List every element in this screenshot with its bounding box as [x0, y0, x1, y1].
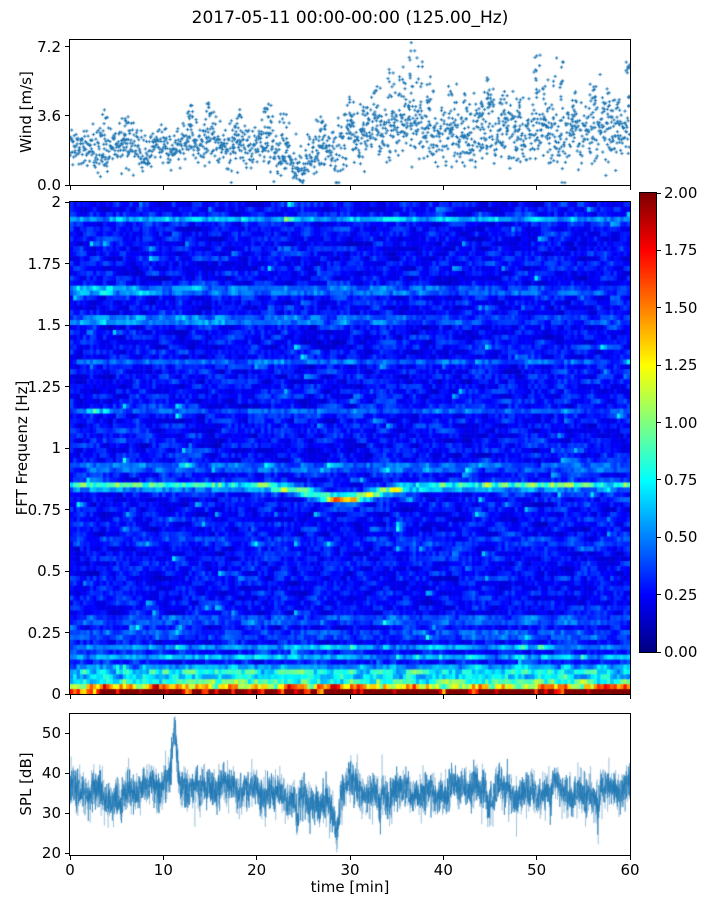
- colorbar-tick-label: 0.00: [664, 643, 698, 661]
- y-tick-label: 0.25: [27, 623, 61, 642]
- x-tick-mark: [442, 856, 444, 860]
- y-tick-label: 1.75: [27, 254, 61, 273]
- y-tick-label: 2: [51, 193, 61, 211]
- x-tick-mark: [442, 695, 444, 699]
- x-tick-mark: [629, 695, 631, 699]
- colorbar-tick-mark: [657, 364, 661, 366]
- x-tick-mark: [536, 695, 538, 699]
- y-tick-mark: [65, 632, 69, 633]
- y-tick-mark: [65, 184, 69, 186]
- y-tick-mark: [65, 693, 69, 695]
- x-tick-mark: [349, 695, 351, 699]
- y-tick-label: 7.2: [37, 37, 61, 56]
- spectrogram-axes: [69, 201, 631, 695]
- colorbar-canvas: [640, 193, 656, 652]
- wind-scatter-canvas: [70, 40, 630, 185]
- colorbar-tick-mark: [657, 249, 661, 251]
- colorbar-tick-mark: [657, 479, 661, 481]
- x-tick-label: 10: [153, 861, 173, 879]
- x-tick-label: 50: [527, 861, 547, 879]
- spl-axes: [69, 713, 631, 856]
- colorbar-tick-mark: [657, 307, 661, 309]
- y-tick-mark: [65, 732, 69, 734]
- x-tick-label: 0: [65, 861, 75, 879]
- colorbar-tick-mark: [657, 594, 661, 596]
- y-tick-mark: [65, 201, 69, 203]
- y-tick-label: 0.75: [27, 500, 61, 519]
- colorbar-tick-label: 0.50: [664, 528, 698, 547]
- colorbar-tick-mark: [657, 651, 661, 653]
- colorbar-tick-label: 1.50: [664, 298, 698, 317]
- y-tick-label: 50: [41, 724, 61, 742]
- y-tick-mark: [65, 386, 69, 387]
- x-tick-label: 60: [620, 861, 640, 879]
- y-tick-mark: [65, 812, 69, 814]
- x-tick-mark: [349, 856, 351, 860]
- colorbar-tick-label: 1.75: [664, 241, 698, 260]
- spl-line-canvas: [70, 714, 630, 855]
- colorbar-tick-label: 2.00: [664, 184, 698, 202]
- x-tick-mark: [256, 856, 258, 860]
- x-tick-label: 40: [433, 861, 453, 879]
- x-tick-mark: [256, 695, 258, 699]
- colorbar-tick-mark: [657, 422, 661, 423]
- x-tick-mark: [629, 856, 631, 860]
- colorbar-tick-mark: [657, 536, 661, 538]
- y-tick-mark: [65, 772, 69, 774]
- y-tick-mark: [65, 852, 69, 854]
- x-tick-mark: [162, 856, 164, 860]
- y-tick-mark: [65, 570, 69, 572]
- y-tick-label: 20: [41, 844, 61, 862]
- x-tick-mark: [629, 186, 631, 190]
- figure-title: 2017-05-11 00:00-00:00 (125.00_Hz): [191, 8, 509, 28]
- x-tick-label: 20: [247, 861, 267, 879]
- y-tick-label: 0.5: [37, 562, 61, 580]
- y-tick-label: 1: [51, 439, 61, 457]
- x-tick-label: 30: [340, 861, 360, 879]
- x-tick-mark: [256, 186, 258, 190]
- y-tick-label: 40: [41, 764, 61, 782]
- x-tick-mark: [69, 695, 71, 699]
- wind-axes: [69, 39, 631, 186]
- y-tick-mark: [65, 46, 69, 48]
- y-tick-mark: [65, 447, 69, 449]
- y-tick-mark: [65, 263, 69, 264]
- x-tick-mark: [162, 695, 164, 699]
- y-tick-label: 30: [41, 804, 61, 822]
- y-tick-label: 1.5: [37, 316, 61, 334]
- colorbar-tick-mark: [657, 192, 661, 194]
- x-tick-mark: [442, 186, 444, 190]
- colorbar-tick-label: 1.25: [664, 356, 698, 375]
- y-tick-label: 0: [51, 685, 61, 703]
- colorbar-tick-label: 1.00: [664, 413, 698, 432]
- colorbar-tick-label: 0.25: [664, 585, 698, 604]
- x-tick-mark: [349, 186, 351, 190]
- y-tick-label: 0.0: [37, 176, 61, 194]
- y-tick-label: 1.25: [27, 377, 61, 396]
- x-tick-mark: [536, 856, 538, 860]
- y-tick-mark: [65, 509, 69, 510]
- x-axis-label: time [min]: [310, 878, 390, 896]
- x-tick-mark: [69, 856, 71, 860]
- colorbar-axes: [639, 192, 657, 653]
- spectrogram-canvas: [70, 202, 630, 694]
- y-tick-label: 3.6: [37, 106, 61, 125]
- x-tick-mark: [536, 186, 538, 190]
- y-tick-mark: [65, 115, 69, 117]
- colorbar-tick-label: 0.75: [664, 470, 698, 489]
- x-tick-mark: [69, 186, 71, 190]
- x-tick-mark: [162, 186, 164, 190]
- y-tick-mark: [65, 324, 69, 326]
